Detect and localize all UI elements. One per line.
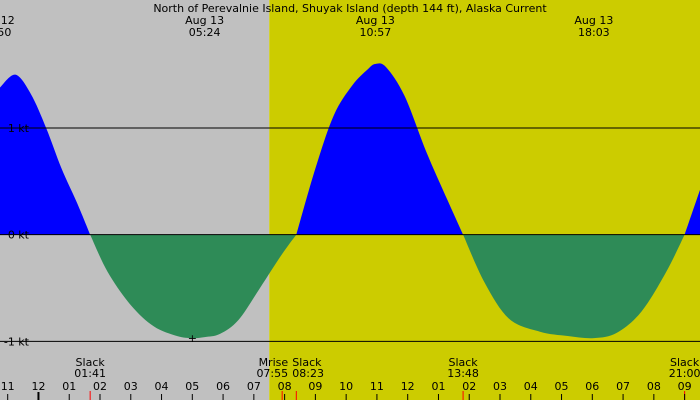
hour-tick-label: 05 [185, 380, 199, 393]
hour-tick-label: 07 [616, 380, 630, 393]
y-tick-label: 1 kt [8, 122, 30, 135]
event-time-label: 13:48 [447, 367, 479, 380]
event-label: Slack [76, 356, 106, 369]
flood-area [296, 63, 464, 235]
hour-tick-label: 04 [524, 380, 538, 393]
hour-tick-label: 02 [93, 380, 107, 393]
event-label: Mrise [259, 356, 289, 369]
event-label: Slack [292, 356, 322, 369]
hour-tick-label: 09 [678, 380, 692, 393]
hour-tick-label: 08 [647, 380, 661, 393]
event-label: Slack [448, 356, 478, 369]
ebb-area [463, 234, 685, 339]
y-tick-label: -1 kt [4, 335, 30, 348]
hour-tick-label: 03 [493, 380, 507, 393]
hour-tick-label: 02 [462, 380, 476, 393]
hour-tick-label: 11 [370, 380, 384, 393]
hour-tick-label: 10 [339, 380, 353, 393]
extreme-time-label: :50 [0, 26, 11, 39]
extreme-date-label: Aug 13 [185, 14, 224, 27]
hour-tick-label: 12 [401, 380, 415, 393]
chart-title: North of Perevalnie Island, Shuyak Islan… [153, 2, 547, 15]
event-time-label: 07:55 [256, 367, 288, 380]
extreme-time-label: 05:24 [189, 26, 221, 39]
hour-tick-label: 01 [62, 380, 76, 393]
current-areas [0, 63, 700, 339]
hour-tick-label: 12 [31, 380, 45, 393]
extreme-date-label: Aug 13 [356, 14, 395, 27]
extreme-time-label: 10:57 [360, 26, 392, 39]
hour-tick-label: 06 [585, 380, 599, 393]
ebb-area [90, 234, 297, 339]
hour-tick-label: 07 [247, 380, 261, 393]
hour-tick-label: 01 [431, 380, 445, 393]
event-time-label: 08:23 [292, 367, 324, 380]
extreme-date-label: g 12 [0, 14, 15, 27]
hour-tick-label: 09 [308, 380, 322, 393]
hour-tick-label: 03 [124, 380, 138, 393]
y-tick-label: 0 kt [8, 229, 30, 242]
extreme-date-label: Aug 13 [574, 14, 613, 27]
hour-tick-label: 08 [278, 380, 292, 393]
gridlines [0, 127, 700, 400]
flood-area [0, 74, 91, 235]
hour-tick-label: 06 [216, 380, 230, 393]
event-label: Slack [670, 356, 700, 369]
hour-tick-label: 04 [155, 380, 169, 393]
flood-area [684, 189, 700, 235]
hour-tick-label: 05 [555, 380, 569, 393]
extreme-time-label: 18:03 [578, 26, 610, 39]
hour-tick-label: 11 [1, 380, 15, 393]
event-time-label: 21:00 [669, 367, 700, 380]
midnight-marker [37, 392, 40, 400]
event-time-label: 01:41 [74, 367, 106, 380]
current-time-marker: + [188, 332, 197, 345]
